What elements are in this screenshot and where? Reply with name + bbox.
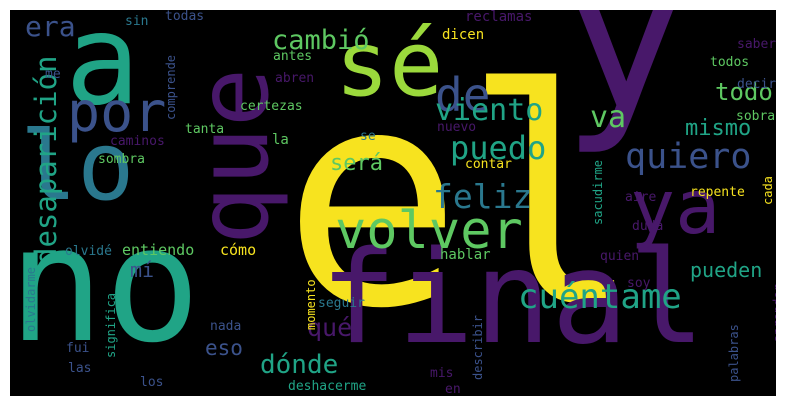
word-momento: momento bbox=[304, 279, 318, 330]
word-que2: qué bbox=[307, 313, 353, 342]
word-se-acc: sé bbox=[335, 12, 444, 117]
word-todos: todos bbox=[710, 55, 750, 70]
word-palabras: palabras bbox=[727, 324, 741, 382]
word-pueden: pueden bbox=[690, 258, 763, 282]
word-las: las bbox=[68, 361, 92, 376]
word-caminos: caminos bbox=[110, 134, 165, 149]
word-sin: sin bbox=[125, 14, 149, 29]
word-fui: fui bbox=[66, 341, 90, 356]
word-mismo: mismo bbox=[685, 116, 752, 141]
word-tanta: tanta bbox=[185, 122, 225, 137]
word-olvidarme: olvidarme bbox=[24, 266, 38, 332]
word-cambio: cambió bbox=[272, 25, 370, 56]
word-eso: eso bbox=[205, 336, 243, 360]
word-la: la bbox=[272, 132, 289, 148]
word-soy: soy bbox=[627, 276, 651, 291]
word-olvide: olvidé bbox=[65, 244, 112, 259]
word-significa: significa bbox=[104, 292, 118, 358]
word-deshacerme: deshacerme bbox=[288, 379, 367, 394]
word-sera: será bbox=[330, 151, 383, 176]
word-seguir: seguir bbox=[318, 296, 365, 311]
word-los: los bbox=[140, 375, 164, 390]
word-comprende: comprende bbox=[164, 54, 178, 120]
word-puedo: puedo bbox=[450, 129, 547, 167]
word-lo: lo bbox=[20, 112, 135, 222]
word-aprender: aprender bbox=[771, 284, 776, 342]
word-feliz: feliz bbox=[433, 177, 533, 216]
word-se-plain: se bbox=[360, 129, 376, 144]
word-todo: todo bbox=[715, 78, 773, 106]
word-mi: mí bbox=[130, 258, 155, 282]
word-volver: volver bbox=[335, 201, 523, 261]
word-quien: quien bbox=[600, 249, 640, 264]
word-nada: nada bbox=[210, 319, 242, 334]
word-abren: abren bbox=[275, 71, 315, 86]
word-sobra: sobra bbox=[736, 109, 776, 124]
word-era: era bbox=[25, 10, 76, 43]
word-final: final bbox=[320, 224, 706, 373]
word-contar: contar bbox=[465, 157, 512, 172]
word-que: que bbox=[177, 67, 291, 245]
word-hablar: hablar bbox=[440, 247, 491, 263]
word-a: a bbox=[65, 10, 141, 133]
word-duda: duda bbox=[632, 219, 664, 234]
word-desaparicion: desaparición bbox=[29, 55, 63, 265]
word-ya: ya bbox=[630, 163, 721, 251]
word-cuentame: cuéntame bbox=[518, 277, 682, 317]
word-antes: antes bbox=[273, 49, 313, 64]
word-y: y bbox=[560, 10, 690, 158]
word-entiendo: entiendo bbox=[122, 241, 195, 259]
word-no: no bbox=[10, 191, 201, 378]
word-nuevo: nuevo bbox=[437, 120, 477, 135]
word-va: va bbox=[590, 100, 627, 135]
word-donde: dónde bbox=[260, 350, 339, 380]
word-como: cómo bbox=[220, 241, 257, 259]
word-dicen: dicen bbox=[442, 27, 485, 43]
word-todas: todas bbox=[165, 10, 205, 24]
word-sacudirme: sacudirme bbox=[591, 159, 605, 225]
word-repente: repente bbox=[690, 185, 745, 200]
word-quiero: quiero bbox=[625, 137, 752, 177]
word-sombra: sombra bbox=[98, 152, 145, 167]
word-describir: describir bbox=[471, 314, 485, 380]
word-certezas: certezas bbox=[240, 99, 303, 114]
word-el: el bbox=[282, 25, 644, 374]
word-en: en bbox=[445, 382, 461, 396]
word-de: de bbox=[435, 68, 491, 122]
word-por: por bbox=[67, 80, 167, 144]
word-mis: mis bbox=[430, 366, 454, 381]
word-cada: cada bbox=[761, 176, 775, 205]
word-me: me bbox=[45, 67, 61, 82]
word-aire: aire bbox=[625, 190, 657, 205]
word-saber: saber bbox=[737, 37, 776, 52]
word-viento: viento bbox=[435, 93, 544, 128]
word-cloud: el y no final a que lo sé ya volver por de cuéntame d… bbox=[10, 10, 776, 396]
word-decir: decir bbox=[737, 77, 776, 92]
word-reclamas: reclamas bbox=[465, 10, 533, 25]
